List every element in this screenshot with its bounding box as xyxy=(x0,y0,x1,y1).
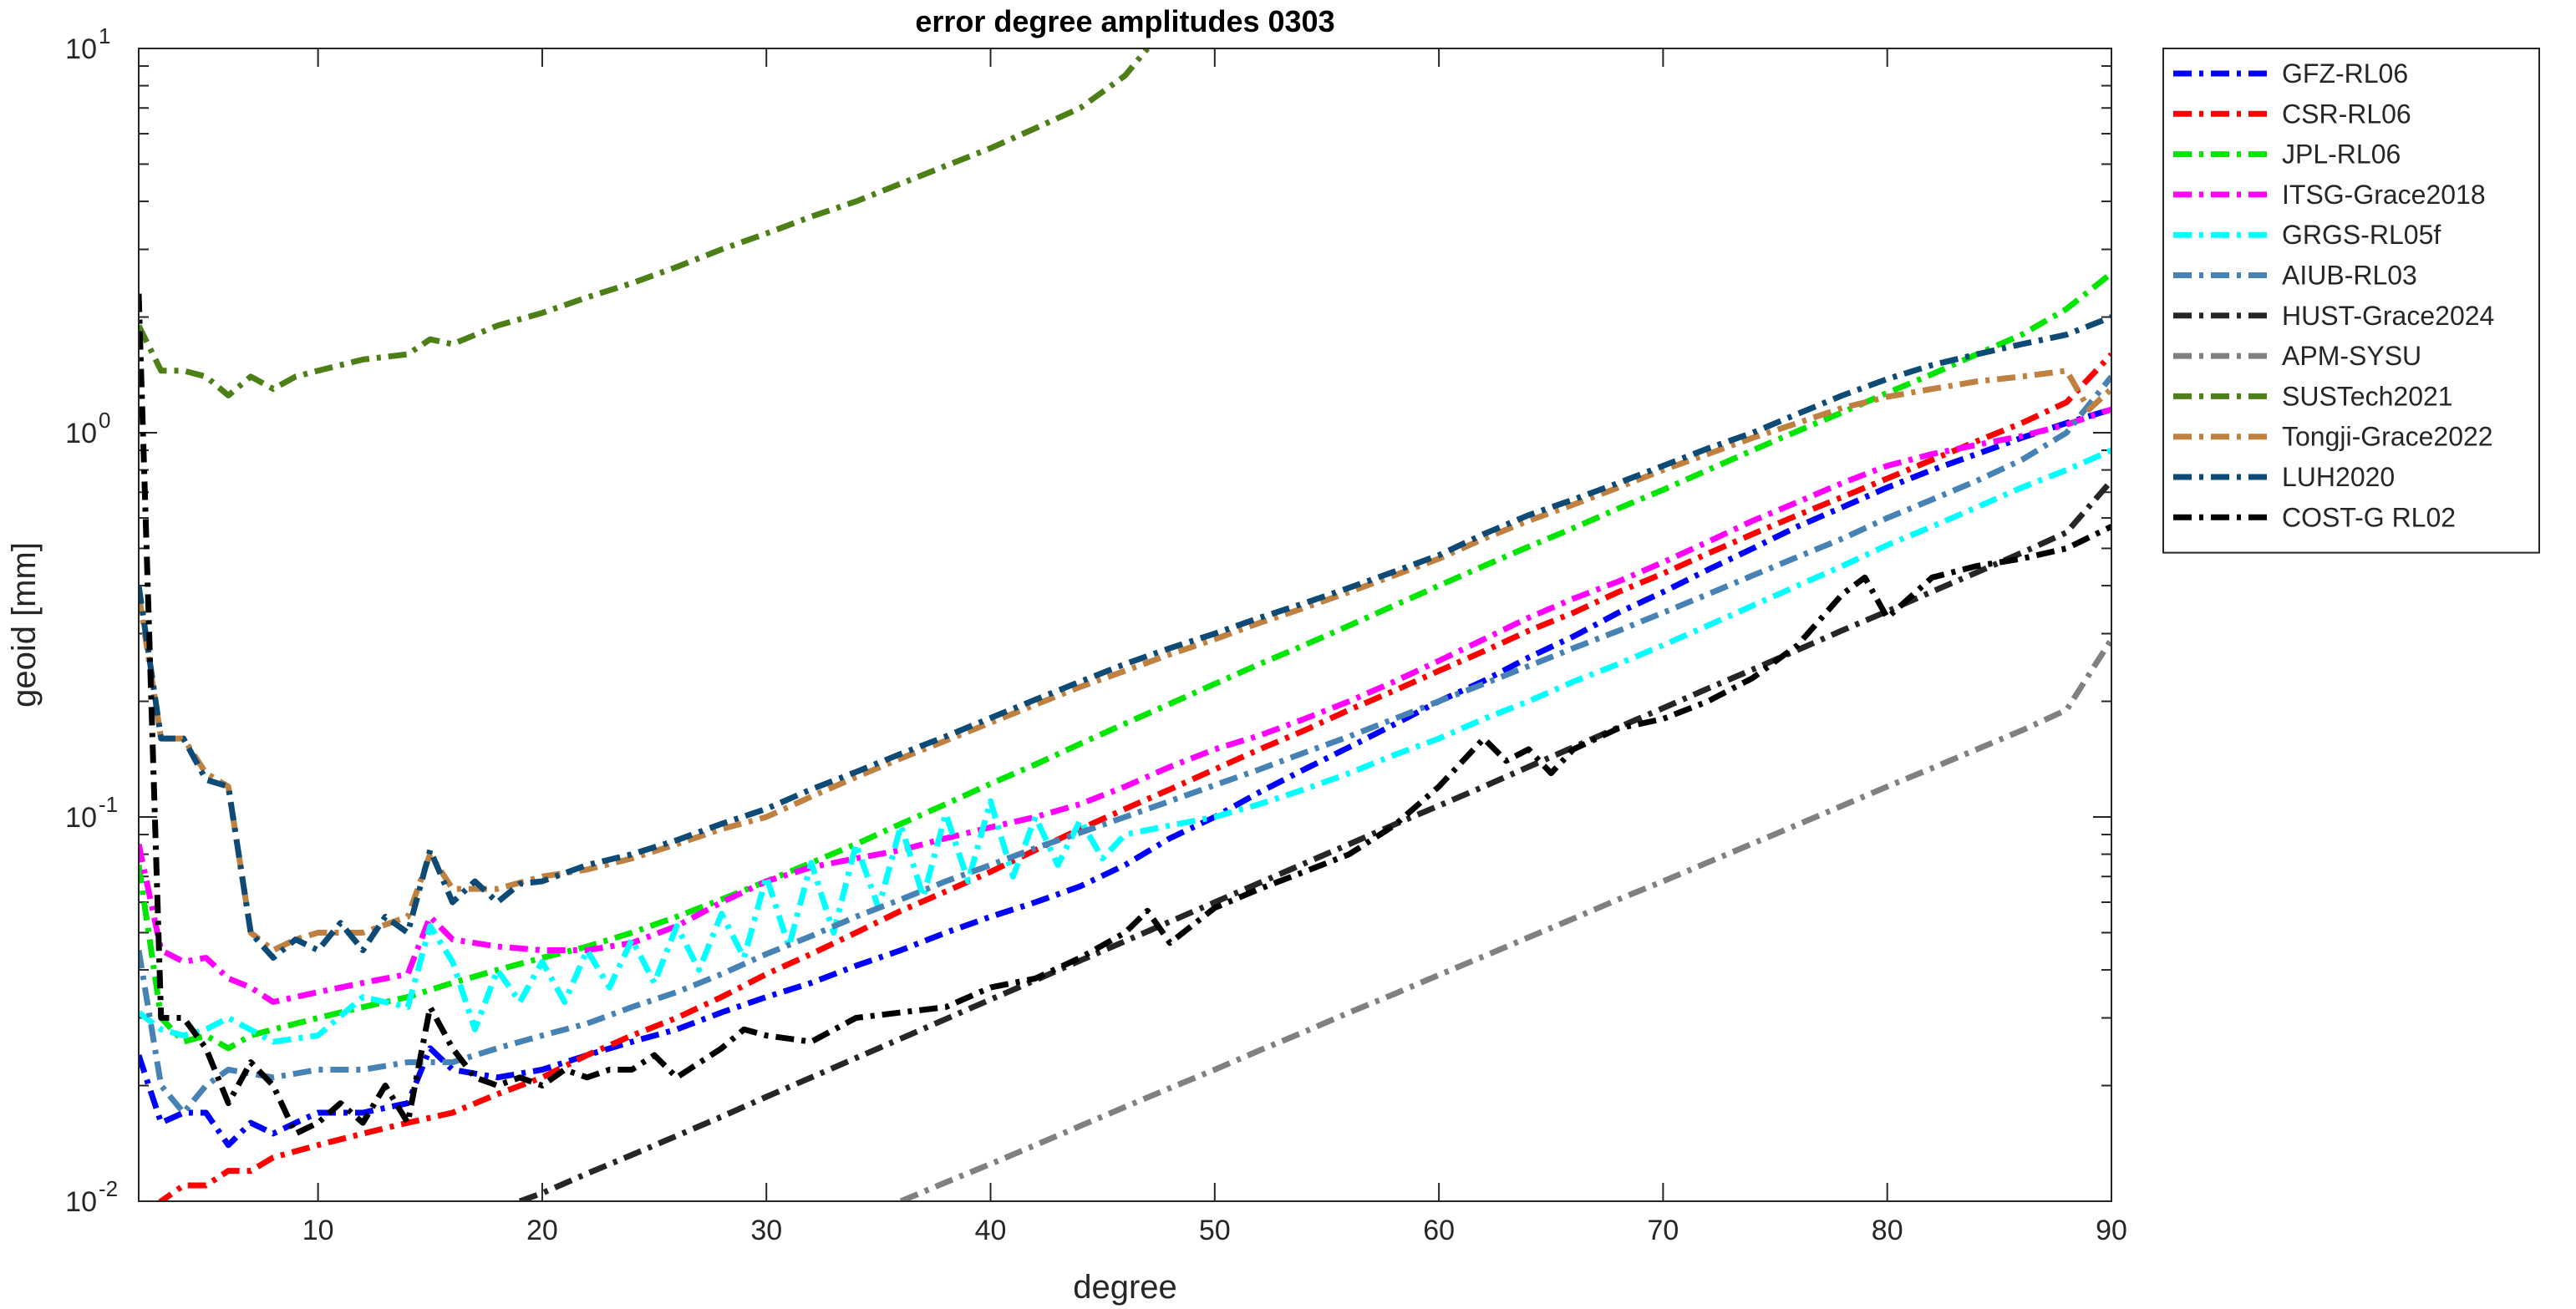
plot-frame xyxy=(138,48,2112,1202)
y-axis-label: geoid [mm] xyxy=(6,542,43,708)
x-axis-ticks: 10 20 30 40 50 60 70 80 90 xyxy=(302,48,2127,1246)
series-line-sustech2021 xyxy=(139,48,1151,398)
x-tick-label: 30 xyxy=(750,1215,782,1246)
legend-label: ITSG-Grace2018 xyxy=(2282,180,2486,210)
plot-area xyxy=(139,48,2111,1201)
series-line-itsg-grace2018 xyxy=(139,406,2111,1005)
y-tick-label: 10 xyxy=(65,802,97,834)
legend-box xyxy=(2162,48,2540,554)
series-line-aiub-rl03 xyxy=(139,374,2111,1116)
x-tick-label: 40 xyxy=(975,1215,1007,1246)
legend-label: Tongji-Grace2022 xyxy=(2282,422,2493,452)
legend-label: HUST-Grace2024 xyxy=(2282,301,2494,331)
series-line-tongji-grace2022 xyxy=(139,368,2111,953)
series-line-cost-g-rl02 xyxy=(139,293,2111,1137)
series-line-luh2020 xyxy=(139,314,2111,961)
series-line-jpl-rl06 xyxy=(139,271,2111,1052)
x-tick-label: 10 xyxy=(302,1215,334,1246)
legend-label: APM-SYSU xyxy=(2282,341,2421,371)
chart-title: error degree amplitudes 0303 xyxy=(915,4,1334,38)
legend-label: LUH2020 xyxy=(2282,462,2395,492)
x-tick-label: 70 xyxy=(1647,1215,1679,1246)
x-tick-label: 90 xyxy=(2096,1215,2127,1246)
series-line-apm-sysu xyxy=(899,637,2111,1201)
legend-label: CSR-RL06 xyxy=(2282,99,2411,129)
y-tick-exponent: 1 xyxy=(99,23,110,48)
legend: GFZ-RL06 CSR-RL06 JPL-RL06 ITSG-Grace2018 GR… xyxy=(2162,48,2540,554)
y-tick-exponent: -2 xyxy=(99,1176,118,1201)
x-tick-label: 80 xyxy=(1872,1215,1903,1246)
legend-label: SUSTech2021 xyxy=(2282,381,2453,411)
series-line-gfz-rl06 xyxy=(139,406,2111,1149)
x-tick-label: 50 xyxy=(1199,1215,1231,1246)
legend-label: JPL-RL06 xyxy=(2282,140,2401,170)
y-tick-label: 10 xyxy=(65,1186,97,1218)
series-layer xyxy=(139,48,2111,1201)
series-line-hust-grace2024 xyxy=(518,479,2111,1201)
x-axis-label: degree xyxy=(1073,1269,1177,1306)
legend-label: COST-G RL02 xyxy=(2282,502,2456,532)
legend-label: AIUB-RL03 xyxy=(2282,261,2417,291)
x-tick-label: 60 xyxy=(1423,1215,1455,1246)
legend-label: GRGS-RL05f xyxy=(2282,220,2441,250)
y-tick-label: 10 xyxy=(65,418,97,449)
y-tick-exponent: -1 xyxy=(99,792,118,817)
y-tick-exponent: 0 xyxy=(99,408,110,433)
y-tick-label: 10 xyxy=(65,33,97,65)
x-tick-label: 20 xyxy=(526,1215,558,1246)
legend-label: GFZ-RL06 xyxy=(2282,58,2408,89)
series-line-grgs-rl05f xyxy=(139,447,2111,1045)
